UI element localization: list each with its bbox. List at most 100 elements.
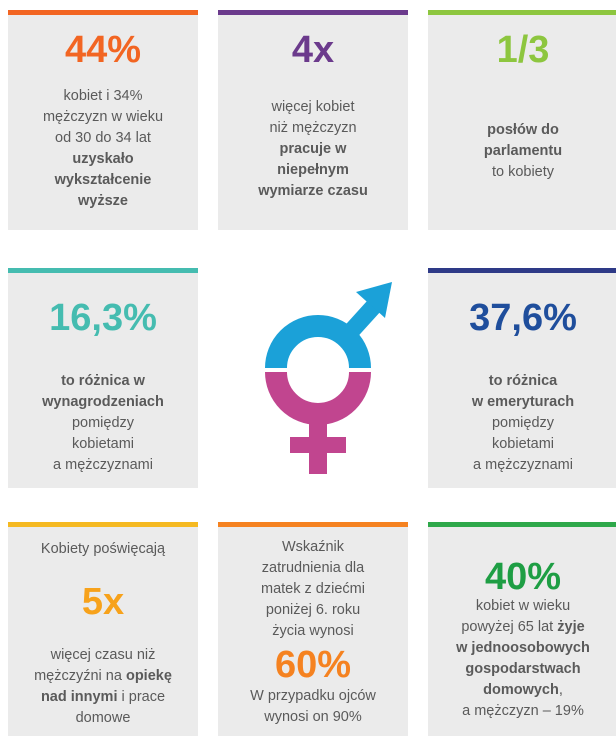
text-segment: niż mężczyzn — [269, 120, 356, 136]
text-line: pracuje w — [280, 141, 348, 157]
text-line: nad innymi i prace — [41, 689, 165, 705]
card-top-bar — [428, 522, 616, 527]
text-segment: matek z dziećmi — [261, 581, 365, 597]
text-line: Kobiety poświęcają — [41, 541, 166, 557]
text-line: parlamentu — [484, 143, 562, 159]
text-segment: więcej kobiet — [270, 99, 354, 115]
text-line: wymiarze czasu — [257, 183, 368, 199]
text-segment: Wskaźnik — [282, 539, 345, 555]
text-segment: więcej czasu niż — [50, 647, 156, 663]
text-line: to różnica — [489, 373, 558, 389]
stat-value: 5x — [82, 581, 124, 623]
text-segment: zatrudnienia dla — [262, 560, 365, 576]
card-top-bar — [218, 522, 408, 527]
stat-value: 4x — [292, 29, 334, 71]
text-segment: kobiet w wieku — [476, 598, 570, 614]
text-line: gospodarstwach — [465, 661, 580, 677]
text-segment: domowe — [76, 710, 131, 726]
text-line: więcej czasu niż — [50, 647, 156, 663]
stat-value: 16,3% — [49, 297, 157, 339]
text-line: wyższe — [77, 193, 128, 209]
text-line: wynagrodzeniach — [41, 394, 164, 410]
text-segment: w jednoosobowych — [455, 640, 590, 656]
text-segment: pomiędzy — [72, 415, 135, 431]
card-background — [428, 10, 616, 230]
text-segment: W przypadku ojców — [250, 688, 376, 704]
text-line: więcej kobiet — [270, 99, 354, 115]
text-segment: żyje — [557, 619, 584, 635]
text-segment: domowych — [483, 682, 559, 698]
text-line: w emeryturach — [471, 394, 574, 410]
card-top-bar — [428, 268, 616, 273]
card-background — [218, 522, 408, 736]
text-segment: mężczyzn w wieku — [43, 109, 163, 125]
text-segment: wyższe — [77, 193, 128, 209]
text-segment: powyżej 65 lat — [461, 619, 557, 635]
text-line: niż mężczyzn — [269, 120, 356, 136]
text-line: powyżej 65 lat żyje — [461, 619, 584, 635]
text-line: kobiet w wieku — [476, 598, 570, 614]
stat-card: 4x więcej kobiet niż mężczyzn pracuje w niep… — [218, 10, 408, 230]
text-line: a mężczyznami — [473, 457, 573, 473]
text-segment: kobiet i 34% — [64, 88, 143, 104]
text-line: to kobiety — [492, 164, 555, 180]
card-background — [428, 268, 616, 488]
card-background — [428, 522, 616, 736]
text-line: wykształcenie — [54, 172, 152, 188]
card-top-bar — [218, 10, 408, 15]
gender-symbol — [265, 282, 392, 474]
text-line: uzyskało — [72, 151, 133, 167]
stat-card: 16,3% to różnica w wynagrodzeniach pomiędzy… — [8, 268, 198, 488]
text-segment: to różnica w — [61, 373, 146, 389]
text-line: pomiędzy — [72, 415, 135, 431]
card-top-bar — [8, 268, 198, 273]
stat-card: 44% kobiet i 34% mężczyzn w wieku od 30 do … — [8, 10, 198, 230]
text-line: kobietami — [72, 436, 134, 452]
text-segment: życia wynosi — [272, 623, 353, 639]
text-line: domowe — [76, 710, 131, 726]
stat-value: 37,6% — [469, 297, 577, 339]
text-segment: to różnica — [489, 373, 558, 389]
stat-card: Kobiety poświęcają 5x więcej czasu niż mężc… — [8, 522, 198, 736]
text-segment: od 30 do 34 lat — [55, 130, 151, 146]
text-segment: pracuje w — [280, 141, 348, 157]
text-line: domowych, — [483, 682, 563, 698]
text-segment: i prace — [117, 689, 165, 705]
card-background — [8, 10, 198, 230]
text-segment: wynosi on 90% — [263, 709, 362, 725]
text-line: to różnica w — [61, 373, 146, 389]
text-segment: gospodarstwach — [465, 661, 580, 677]
text-segment: parlamentu — [484, 143, 562, 159]
text-segment: posłów do — [487, 122, 559, 138]
stat-card: Wskaźnik zatrudnienia dla matek z dziećmi p… — [218, 522, 408, 736]
text-segment: kobietami — [72, 436, 134, 452]
card-top-bar — [8, 10, 198, 15]
text-segment: opiekę — [126, 668, 172, 684]
text-line: niepełnym — [277, 162, 349, 178]
card-top-bar — [428, 10, 616, 15]
stat-card: 37,6% to różnica w emeryturach pomiędzy kobi… — [428, 268, 616, 488]
text-segment: uzyskało — [72, 151, 133, 167]
text-segment: a mężczyznami — [473, 457, 573, 473]
text-line: a mężczyzn – 19% — [462, 703, 584, 719]
text-segment: , — [559, 682, 563, 698]
card-top-bar — [8, 522, 198, 527]
text-line: mężczyźni na opiekę — [34, 668, 172, 684]
card-background — [8, 268, 198, 488]
stat-value: 1/3 — [497, 29, 550, 71]
stat-card: 1/3 posłów do parlamentu to kobiety — [428, 10, 616, 230]
text-line: wynosi on 90% — [263, 709, 362, 725]
text-line: W przypadku ojców — [250, 688, 376, 704]
text-line: pomiędzy — [492, 415, 555, 431]
text-segment: wymiarze czasu — [257, 183, 368, 199]
text-segment: wykształcenie — [54, 172, 152, 188]
text-line: życia wynosi — [272, 623, 353, 639]
text-segment: poniżej 6. roku — [266, 602, 360, 618]
stat-value: 60% — [275, 644, 351, 686]
text-segment: pomiędzy — [492, 415, 555, 431]
text-segment: Kobiety poświęcają — [41, 541, 166, 557]
text-line: mężczyzn w wieku — [43, 109, 163, 125]
text-segment: kobietami — [492, 436, 554, 452]
text-line: poniżej 6. roku — [266, 602, 360, 618]
text-line: kobiet i 34% — [64, 88, 143, 104]
